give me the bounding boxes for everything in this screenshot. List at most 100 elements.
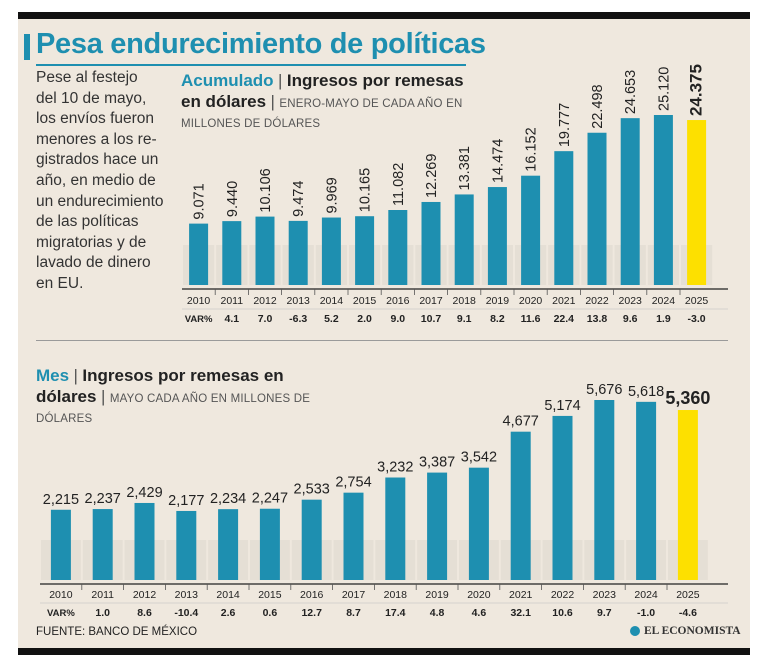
intro-line: de las políticas [36, 213, 139, 231]
var-value: 9.0 [390, 313, 405, 325]
chart2-header-title-2: dólares [36, 387, 97, 406]
chart1-header-sep-2: | [270, 92, 275, 111]
intro-line: un endurecimiento [36, 192, 164, 210]
var-value: 8.6 [137, 607, 152, 619]
chart2-header-title: Ingresos por remesas en [82, 366, 284, 385]
data-label: 5,174 [544, 398, 580, 414]
data-label: 24.375 [687, 64, 706, 116]
tick-label: 2022 [585, 295, 609, 307]
brand-logo-icon [630, 626, 640, 636]
tick-label: 2021 [509, 589, 533, 601]
chart1-header-sep: | [278, 71, 283, 90]
bar [259, 508, 280, 580]
var-value: 11.6 [521, 313, 541, 325]
var-value: 2.0 [357, 313, 372, 325]
bar [510, 431, 531, 580]
brand-name: EL ECONOMISTA [644, 625, 741, 637]
intro-line: los envíos fueron [36, 110, 155, 128]
intro-line: en EU. [36, 274, 84, 292]
tick-label: 2023 [593, 589, 617, 601]
intro-line: del 10 de mayo, [36, 89, 147, 107]
data-label: 9.969 [324, 177, 340, 213]
tick-label: 2015 [258, 589, 282, 601]
bar [594, 400, 615, 580]
var-value: -10.4 [174, 607, 198, 619]
var-value: 1.9 [656, 313, 671, 325]
var-value: 9.6 [623, 313, 638, 325]
bar [421, 201, 441, 285]
data-label: 10.165 [358, 168, 374, 212]
data-label: 5,618 [628, 384, 664, 400]
bar [687, 120, 707, 285]
bottom-rule [18, 648, 750, 655]
var-value: 8.7 [346, 607, 361, 619]
bar [454, 194, 474, 285]
chart1-header-blue: Acumulado [181, 71, 274, 90]
var-value: 10.6 [552, 607, 573, 619]
data-label: 9.474 [291, 181, 307, 217]
tick-label: 2018 [384, 589, 408, 601]
title-marker [24, 34, 30, 60]
data-label: 14.474 [490, 139, 506, 183]
section-divider [36, 340, 728, 341]
tick-label: 2012 [253, 295, 277, 307]
bar [653, 115, 673, 285]
var-value: 2.6 [221, 607, 236, 619]
chart2-header-sub-2: DÓLARES [36, 413, 93, 425]
bar [218, 509, 239, 580]
chart1-header-title: Ingresos por remesas [286, 71, 464, 90]
var-value: 12.7 [301, 607, 322, 619]
bar [521, 175, 541, 285]
bar [587, 132, 607, 285]
bar [385, 477, 406, 580]
bar [388, 210, 408, 285]
tick-label: 2020 [467, 589, 491, 601]
var-value: 4.6 [472, 607, 487, 619]
tick-label: 2016 [300, 589, 324, 601]
tick-label: 2013 [175, 589, 199, 601]
data-label: 5,676 [586, 382, 622, 398]
chart2-header: Mes | Ingresos por remesas en dólares | … [36, 366, 310, 427]
tick-label: 2010 [187, 295, 211, 307]
source-note: FUENTE: BANCO DE MÉXICO [36, 626, 198, 638]
var-value: 7.0 [258, 313, 273, 325]
title-underline [36, 64, 466, 66]
tick-label: 2012 [133, 589, 157, 601]
var-value: 4.8 [430, 607, 445, 619]
bar [552, 415, 573, 580]
data-label: 9.440 [225, 181, 241, 217]
data-label: 2,177 [168, 493, 204, 509]
data-label: 9.071 [192, 183, 208, 219]
data-label: 19.777 [557, 103, 573, 147]
chart2-header-sep-2: | [100, 387, 106, 406]
var-value: 5.2 [324, 313, 339, 325]
bar [427, 472, 448, 580]
intro-line: gistrados hace un [36, 151, 159, 169]
tick-label: 2022 [551, 589, 575, 601]
chart1-header-sub: ENERO-MAYO DE CADA AÑO EN [279, 98, 463, 110]
bar [355, 216, 375, 285]
data-label: 25.120 [656, 67, 672, 111]
tick-label: 2016 [386, 295, 410, 307]
var-value: -3.0 [688, 313, 706, 325]
bar [620, 118, 640, 285]
data-label: 5,360 [665, 388, 710, 408]
bar [50, 509, 71, 580]
chart1-header-sub-2: MILLONES DE DÓLARES [181, 118, 321, 130]
tick-label: 2010 [49, 589, 73, 601]
data-label: 24.653 [623, 70, 639, 114]
var-value: 9.1 [457, 313, 472, 325]
data-label: 3,542 [461, 450, 497, 466]
tick-label: 2024 [652, 295, 676, 307]
data-label: 11.082 [391, 163, 407, 206]
tick-label: 2014 [216, 589, 240, 601]
tick-label: 2019 [425, 589, 449, 601]
var-value: 32.1 [510, 607, 531, 619]
data-label: 2,533 [294, 482, 330, 498]
tick-label: 2011 [221, 295, 244, 307]
bar [343, 492, 364, 580]
tick-label: 2011 [91, 589, 114, 601]
intro-line: lavado de dinero [36, 254, 151, 272]
data-label: 2,215 [43, 492, 79, 508]
tick-label: 2017 [419, 295, 443, 307]
